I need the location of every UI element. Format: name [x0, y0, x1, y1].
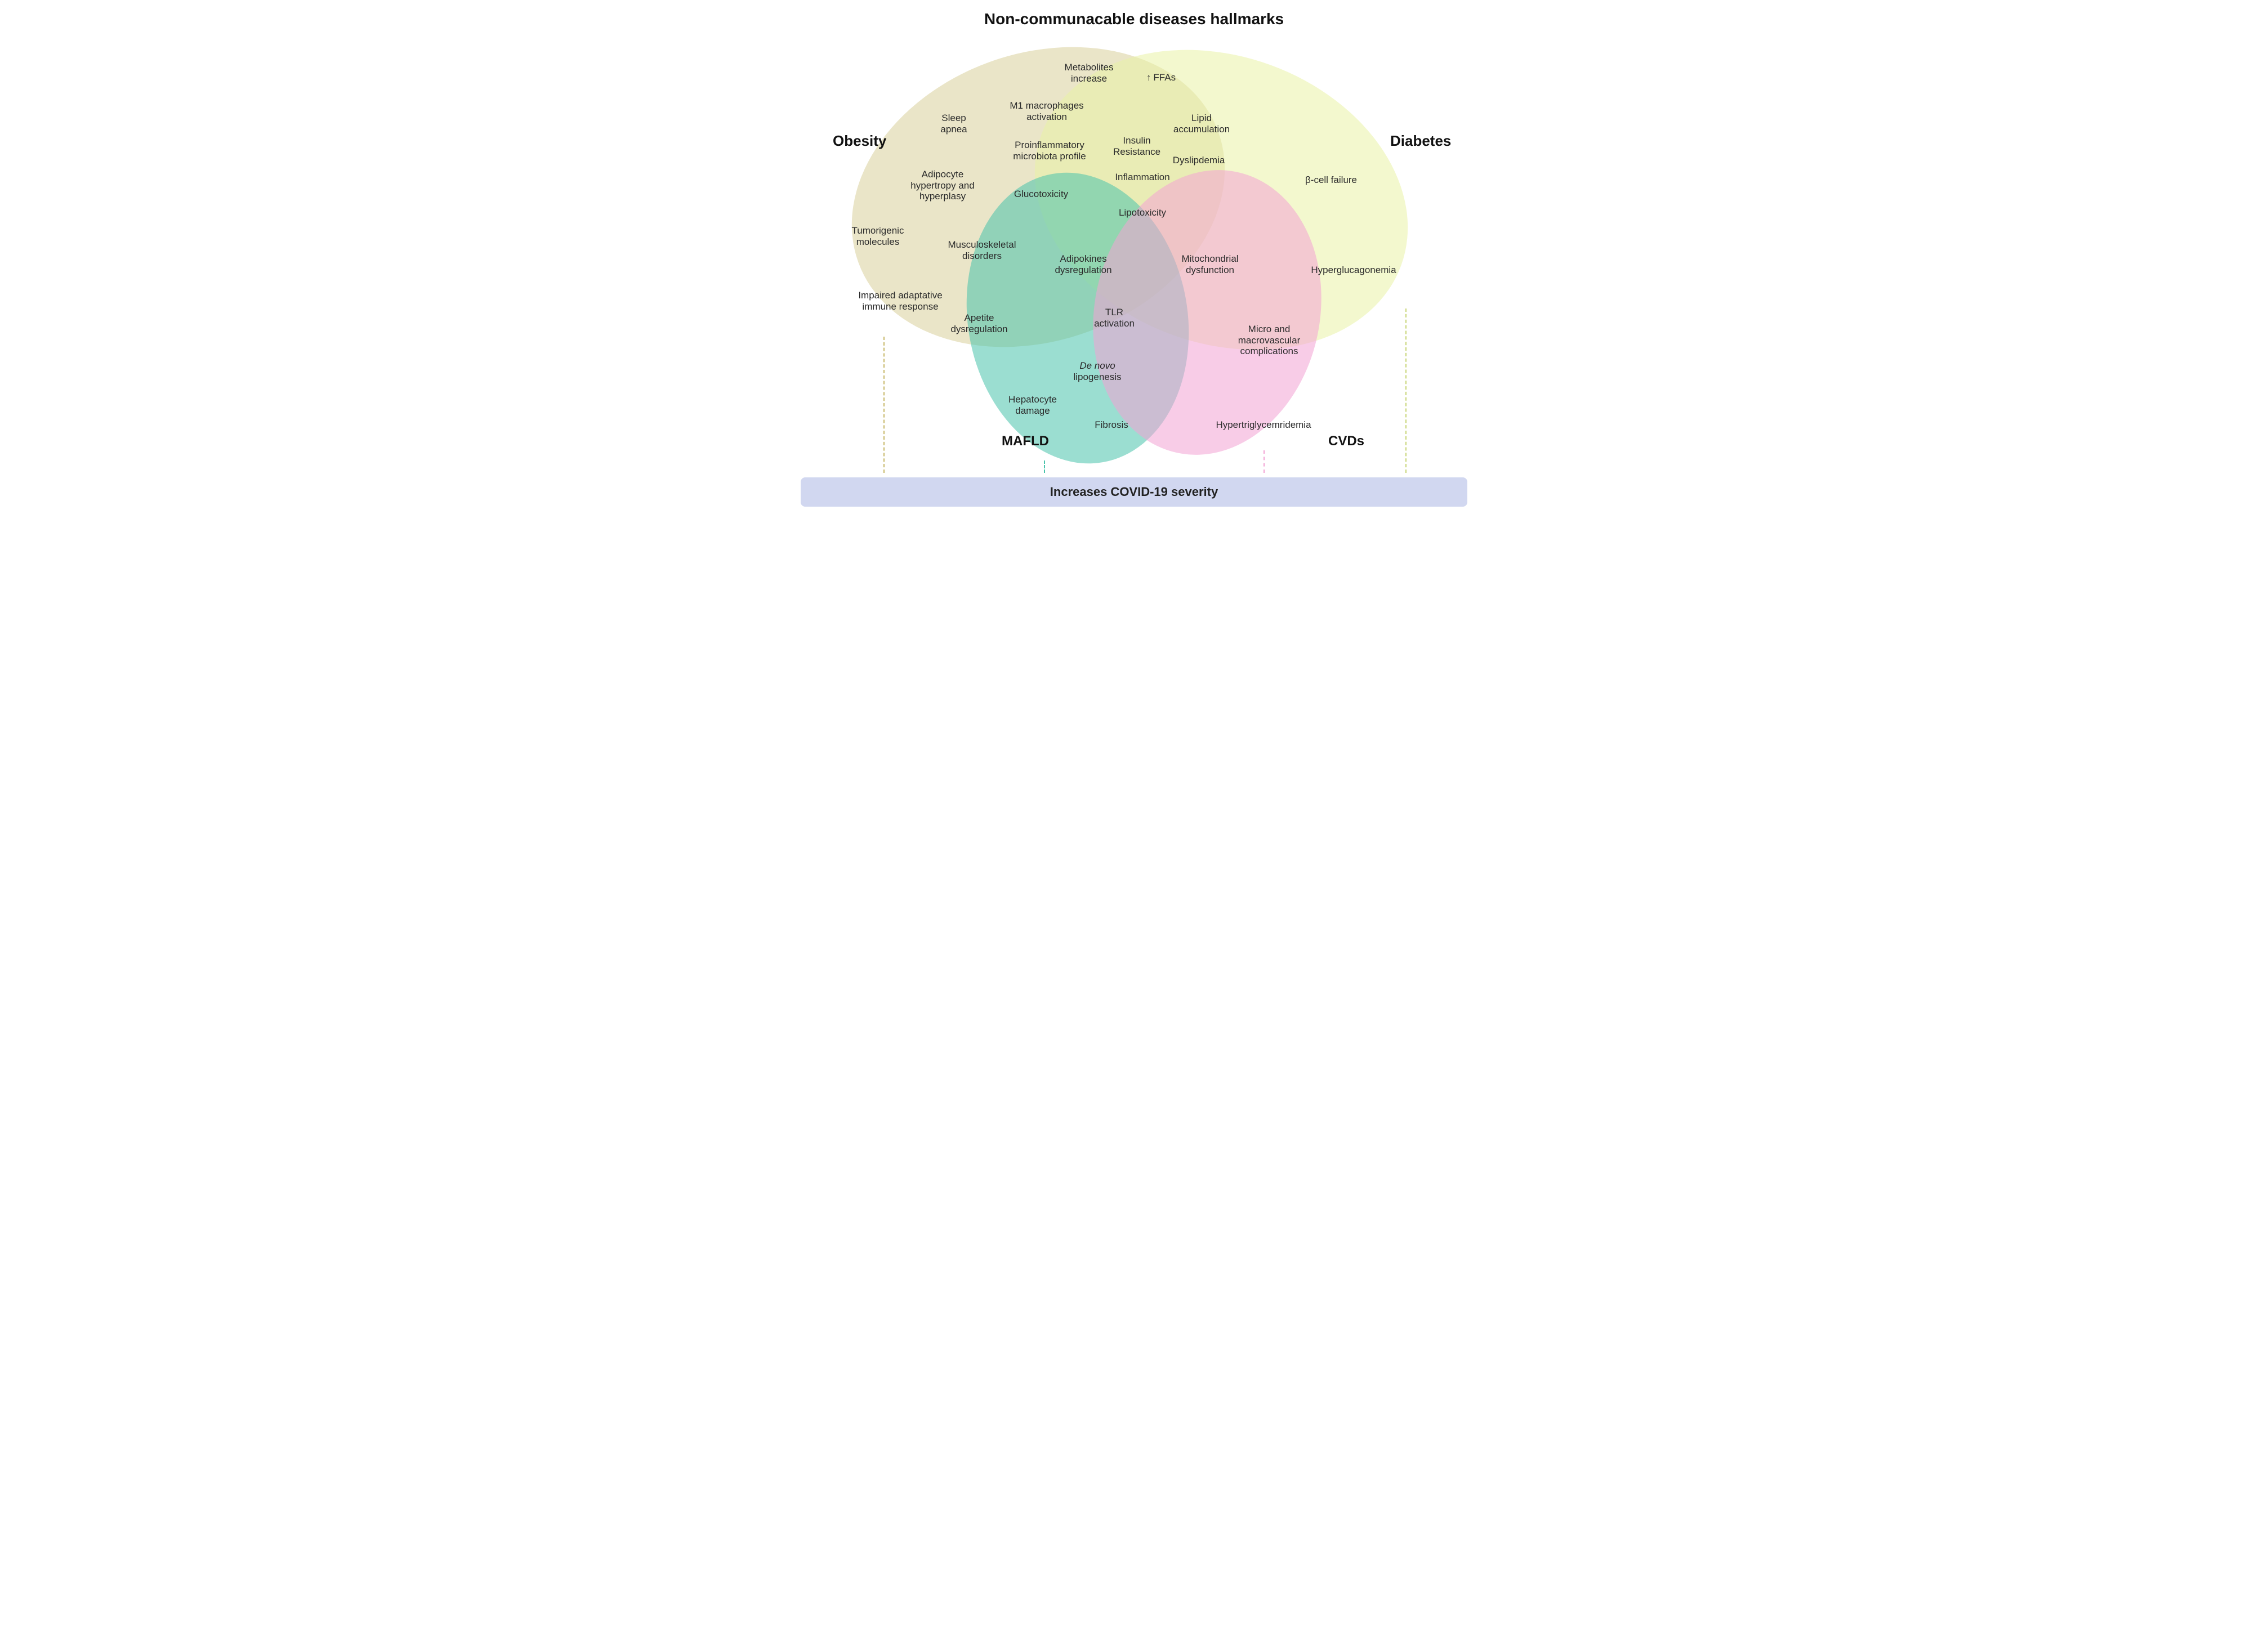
- term: M1 macrophages activation: [1010, 100, 1083, 122]
- term: Sleep apnea: [940, 113, 967, 135]
- set-label-diabetes: Diabetes: [1390, 132, 1451, 150]
- term: Tumorigenic molecules: [852, 225, 904, 247]
- set-label-obesity: Obesity: [833, 132, 886, 150]
- up-arrow-icon: ↑: [1146, 72, 1151, 83]
- term: Musculoskeletal disorders: [948, 239, 1016, 261]
- term: Glucotoxicity: [1014, 189, 1068, 200]
- term: Proinflammatory microbiota profile: [1013, 140, 1086, 162]
- connector-cvds: [1264, 450, 1265, 473]
- term: Dyslipdemia: [1173, 155, 1225, 166]
- term: Hepatocyte damage: [1008, 394, 1057, 416]
- term: De novolipogenesis: [1073, 360, 1121, 382]
- connector-obesity: [883, 337, 885, 473]
- set-label-cvds: CVDs: [1328, 433, 1364, 449]
- term: Hypertriglycemridemia: [1216, 419, 1311, 431]
- term: TLR activation: [1094, 307, 1135, 329]
- venn-svg: [774, 0, 1494, 521]
- term: Lipid accumulation: [1173, 113, 1230, 135]
- term: Adipokines dysregulation: [1055, 253, 1111, 275]
- covid-severity-bar: Increases COVID-19 severity: [801, 477, 1467, 507]
- term: Inflammation: [1115, 172, 1169, 183]
- set-label-mafld: MAFLD: [1002, 433, 1049, 449]
- term: ↑FFAs: [1146, 72, 1176, 83]
- term: Impaired adaptative immune response: [858, 290, 942, 312]
- term: Adipocyte hypertropy and hyperplasy: [910, 169, 974, 202]
- term: Lipotoxicity: [1119, 207, 1166, 218]
- term: Metabolites increase: [1065, 62, 1114, 84]
- covid-severity-text: Increases COVID-19 severity: [1050, 485, 1218, 499]
- term: β-cell failure: [1305, 175, 1357, 186]
- connector-diabetes: [1405, 308, 1407, 473]
- term: Fibrosis: [1095, 419, 1128, 431]
- connector-mafld: [1044, 460, 1045, 473]
- term: Apetite dysregulation: [950, 312, 1007, 334]
- term: Micro and macrovascular complications: [1238, 324, 1301, 357]
- term: Mitochondrial dysfunction: [1181, 253, 1238, 275]
- term: Hyperglucagonemia: [1311, 265, 1396, 276]
- term: Insulin Resistance: [1113, 135, 1160, 157]
- diagram-stage: Non-communacable diseases hallmarks Obes…: [774, 0, 1494, 521]
